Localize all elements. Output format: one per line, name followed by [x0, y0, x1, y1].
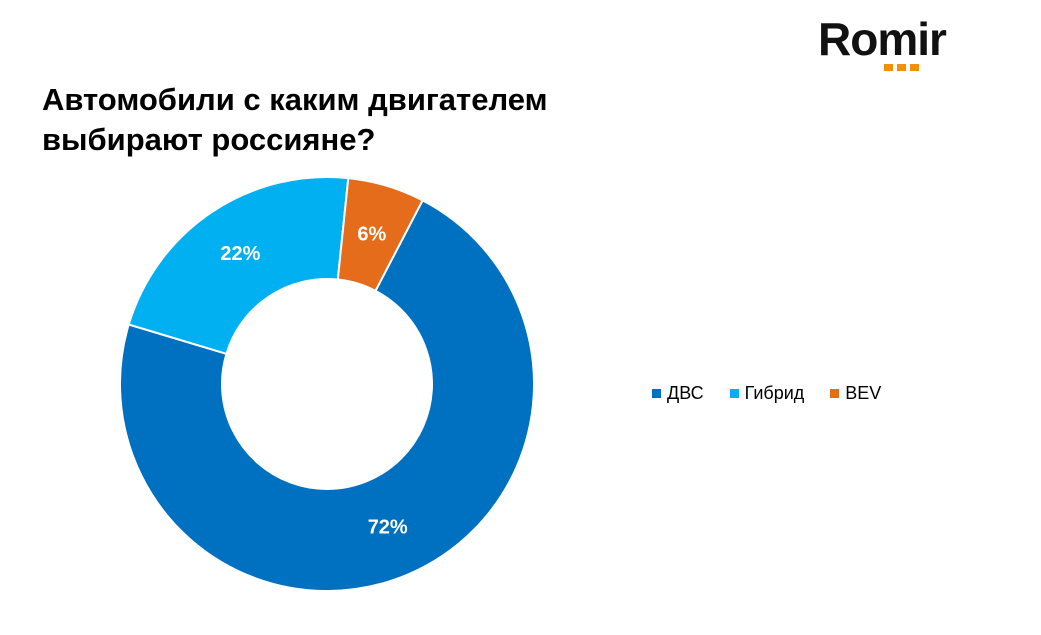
chart-title-line-2: выбирают россияне?	[42, 122, 376, 157]
legend-swatch-hybrid	[729, 389, 739, 398]
slice-dvs	[119, 199, 535, 592]
logo-text: Romir	[818, 13, 947, 65]
slice-label-hybrid: 22%	[220, 243, 260, 265]
legend-label-bev: BEV	[845, 383, 882, 403]
slice-label-bev: 6%	[357, 224, 386, 246]
chart-legend: ДВС Гибрид BEV	[652, 383, 881, 404]
romir-logo: Romir	[818, 12, 968, 76]
legend-item-dvs: ДВС	[652, 383, 704, 404]
slice-hybrid	[127, 176, 350, 356]
chart-title-line-1: Автомобили с каким двигателем	[42, 82, 548, 117]
legend-swatch-bev	[830, 389, 840, 398]
slice-label-dvs: 72%	[368, 517, 408, 539]
legend-item-bev: BEV	[830, 383, 881, 404]
logo-dots-icon	[884, 64, 919, 71]
chart-title: Автомобили с каким двигателем выбирают р…	[42, 80, 662, 160]
legend-label-hybrid: Гибрид	[744, 383, 805, 403]
legend-label-dvs: ДВС	[667, 383, 704, 403]
legend-swatch-dvs	[652, 389, 661, 398]
legend-item-hybrid: Гибрид	[729, 383, 805, 404]
slice-bev	[336, 176, 424, 293]
